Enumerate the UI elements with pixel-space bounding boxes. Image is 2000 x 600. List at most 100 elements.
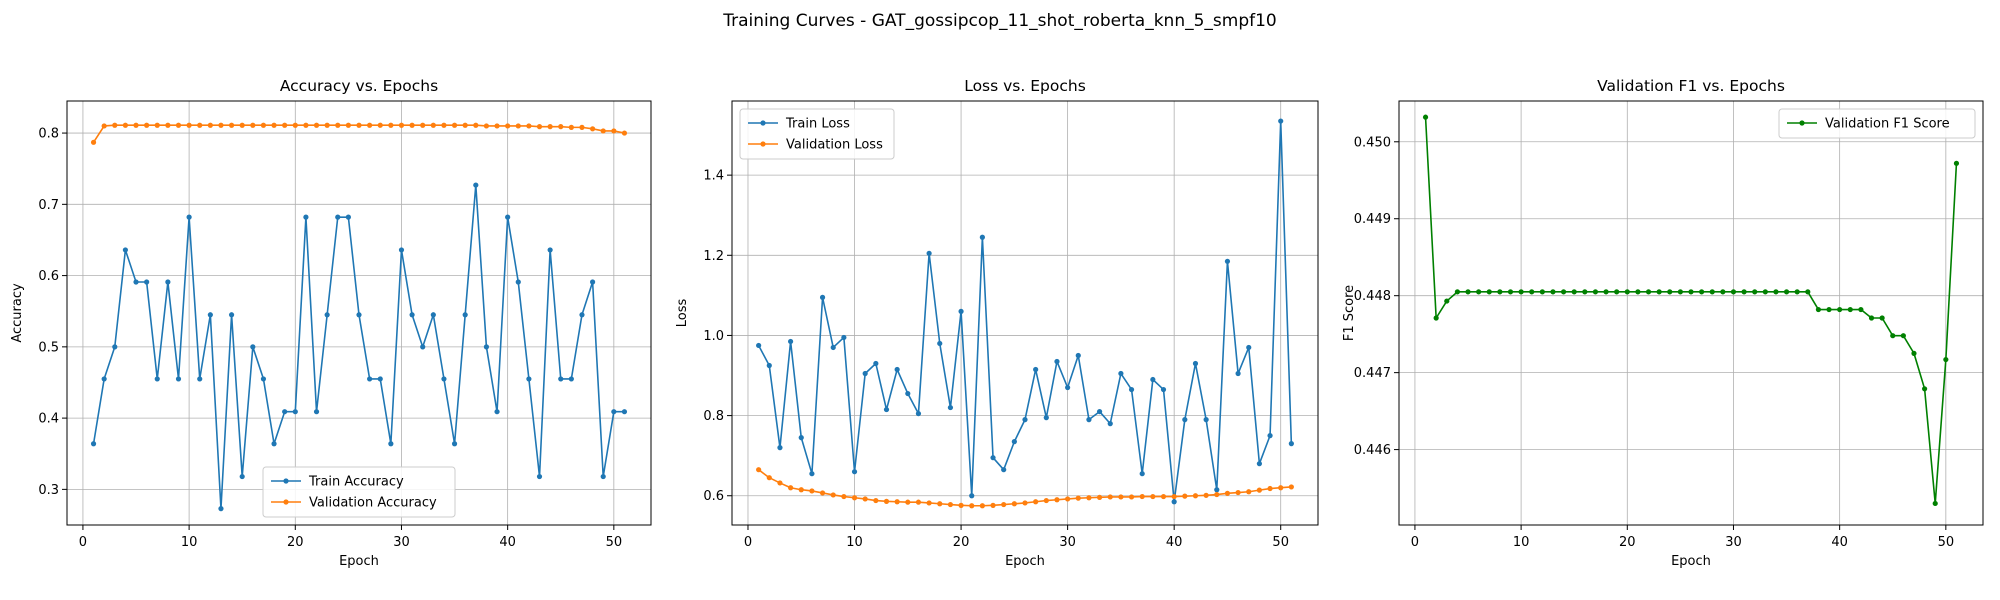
data-point: [1182, 493, 1188, 499]
x-tick-label: 30: [1725, 535, 1742, 550]
data-point: [1943, 356, 1949, 363]
data-point: [1267, 485, 1273, 492]
data-point: [473, 182, 479, 188]
data-point: [1278, 485, 1284, 491]
data-point: [462, 312, 468, 318]
data-point: [1890, 333, 1896, 339]
data-point: [798, 435, 804, 441]
data-point: [409, 312, 415, 318]
data-point: [579, 124, 585, 130]
data-point: [335, 122, 341, 128]
data-point: [271, 441, 277, 447]
x-tick-label: 20: [1619, 535, 1636, 550]
data-point: [819, 294, 826, 300]
y-tick-label: 0.448: [1354, 289, 1391, 304]
data-point: [894, 366, 900, 373]
data-point: [430, 312, 436, 318]
data-point: [218, 122, 224, 128]
legend: Train Accuracy Validation Accuracy: [262, 466, 456, 518]
y-axis-label: F1 Score: [1342, 285, 1357, 341]
x-tick-label: 20: [953, 535, 970, 550]
y-tick-label: 0.3: [38, 483, 59, 498]
x-tick-label: 0: [744, 535, 752, 550]
data-point: [303, 214, 309, 220]
x-tick-label: 40: [499, 535, 516, 550]
data-point: [1118, 370, 1124, 377]
subplot-1: 0 10 20 30 40 50 0.3 0.4 0.5 0.6 0.7 0.8 Accuracy vs…: [10, 77, 652, 569]
data-point: [1043, 497, 1049, 504]
data-point: [483, 123, 490, 129]
data-point: [1741, 289, 1747, 295]
data-point: [1497, 289, 1503, 295]
data-point: [1182, 417, 1188, 423]
y-tick-label: 0.447: [1354, 366, 1391, 381]
data-point: [526, 123, 532, 129]
data-point: [1235, 489, 1241, 496]
data-point: [1075, 352, 1081, 359]
data-point: [175, 376, 182, 382]
data-point: [590, 279, 596, 285]
y-tick-label: 0.8: [38, 127, 59, 142]
data-point: [1086, 495, 1092, 501]
data-point: [1730, 289, 1737, 295]
data-point: [112, 344, 118, 350]
data-point: [1033, 366, 1039, 373]
data-point: [1656, 289, 1662, 295]
data-point: [377, 122, 383, 128]
x-axis-label: Epoch: [1671, 554, 1711, 569]
x-axis-label: Epoch: [1005, 554, 1045, 569]
data-point: [841, 493, 847, 500]
data-point: [862, 496, 868, 502]
data-point: [883, 406, 890, 413]
data-point: [1150, 493, 1156, 500]
data-point: [926, 250, 932, 256]
data-point: [133, 122, 139, 128]
data-point: [947, 404, 954, 411]
data-point: [1454, 289, 1460, 295]
y-tick-label: 0.4: [38, 412, 59, 427]
data-point: [122, 122, 128, 128]
data-point: [324, 122, 330, 128]
data-point: [1288, 484, 1294, 490]
data-point: [937, 501, 943, 507]
data-point: [1171, 493, 1177, 500]
x-tick-label: 10: [181, 535, 198, 550]
data-point: [165, 279, 171, 285]
legend-swatch-marker: [283, 499, 289, 505]
data-point: [451, 122, 458, 128]
data-point: [1096, 408, 1103, 415]
data-point: [112, 122, 118, 128]
data-point: [1139, 471, 1145, 477]
data-point: [1603, 289, 1609, 295]
data-point: [271, 122, 277, 128]
x-tick-label: 50: [606, 535, 623, 550]
subplot-title: Loss vs. Epochs: [964, 77, 1086, 95]
data-point: [1529, 289, 1535, 295]
data-point: [441, 122, 447, 128]
legend-label: Train Accuracy: [308, 475, 404, 490]
data-point: [154, 376, 160, 382]
data-point: [1645, 289, 1652, 295]
data-point: [926, 500, 932, 506]
data-point: [915, 410, 922, 417]
data-point: [441, 376, 447, 382]
data-point: [1096, 494, 1103, 500]
legend-swatch-marker: [1799, 120, 1805, 126]
data-point: [207, 122, 213, 128]
data-point: [1203, 417, 1209, 423]
data-point: [788, 338, 794, 345]
data-point: [1246, 489, 1252, 495]
data-point: [1065, 384, 1071, 391]
data-point: [1086, 417, 1092, 423]
data-point: [1001, 467, 1007, 473]
y-axis-label: Loss: [675, 299, 690, 328]
data-point: [1075, 495, 1081, 501]
data-point: [335, 214, 341, 220]
data-point: [122, 247, 128, 253]
x-tick-label: 50: [1272, 535, 1289, 550]
y-tick-label: 0.6: [703, 489, 724, 504]
data-point: [250, 344, 256, 350]
data-point: [420, 122, 426, 128]
data-point: [505, 123, 511, 129]
data-point: [990, 455, 996, 461]
